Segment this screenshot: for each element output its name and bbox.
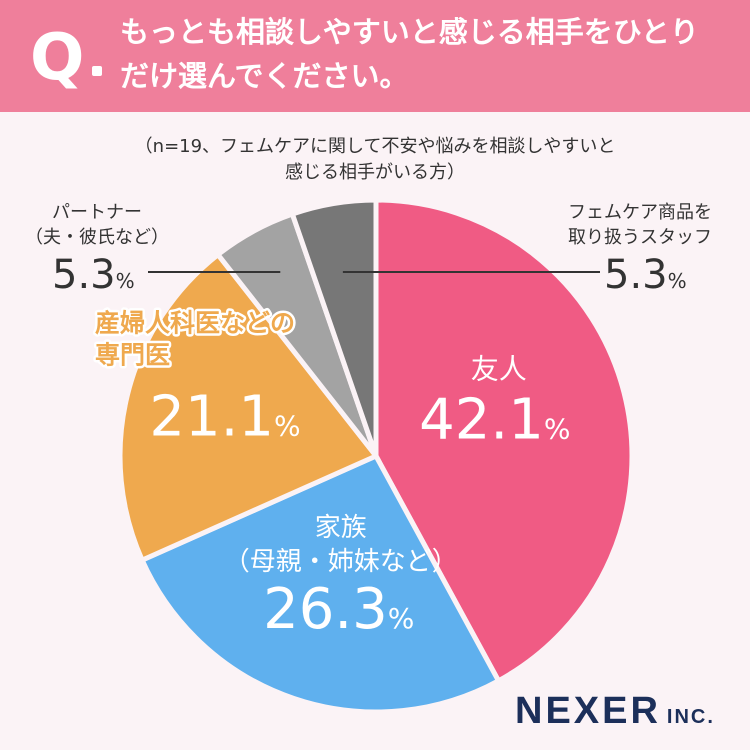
slice-label: フェムケア商品を	[568, 202, 712, 223]
slice-label: （夫・彼氏など）	[25, 227, 169, 248]
chart-note-line2: 感じる相手がいる方）	[285, 162, 465, 183]
brand-logo: NEXER INC.	[515, 690, 715, 734]
brand-name: NEXER	[515, 690, 661, 732]
pie-slice	[289, 197, 379, 459]
slice-label: 専門医	[95, 340, 170, 369]
slice-value: 26.3%	[263, 577, 414, 642]
question-badge: Q	[30, 21, 85, 95]
slice-label: 産婦人科医などの	[95, 308, 295, 337]
pie-slice	[373, 197, 635, 684]
slice-label: （母親・姉妹など）	[224, 547, 458, 577]
slice-label: 友人	[471, 353, 527, 386]
question-badge-dot	[92, 66, 102, 76]
slice-value: 5.3%	[52, 252, 135, 298]
pie-slice	[139, 453, 502, 715]
question-header: Q もっとも相談しやすいと感じる相手をひとり だけ選んでください。	[0, 0, 750, 112]
slice-value: 5.3%	[604, 252, 687, 298]
slice-label: パートナー	[52, 202, 142, 223]
question-text-line1: もっとも相談しやすいと感じる相手をひとり	[120, 15, 699, 49]
pie-slice	[117, 252, 379, 563]
chart-note-line1: （n=19、フェムケアに関して不安や悩みを相談しやすいと	[135, 136, 616, 157]
slice-value: 21.1%	[149, 384, 300, 449]
slice-value: 42.1%	[419, 388, 570, 453]
slice-label: 取り扱うスタッフ	[568, 227, 712, 248]
slice-label: 家族	[315, 513, 367, 543]
brand-suffix: INC.	[666, 706, 715, 728]
question-text-line2: だけ選んでください。	[120, 59, 409, 93]
